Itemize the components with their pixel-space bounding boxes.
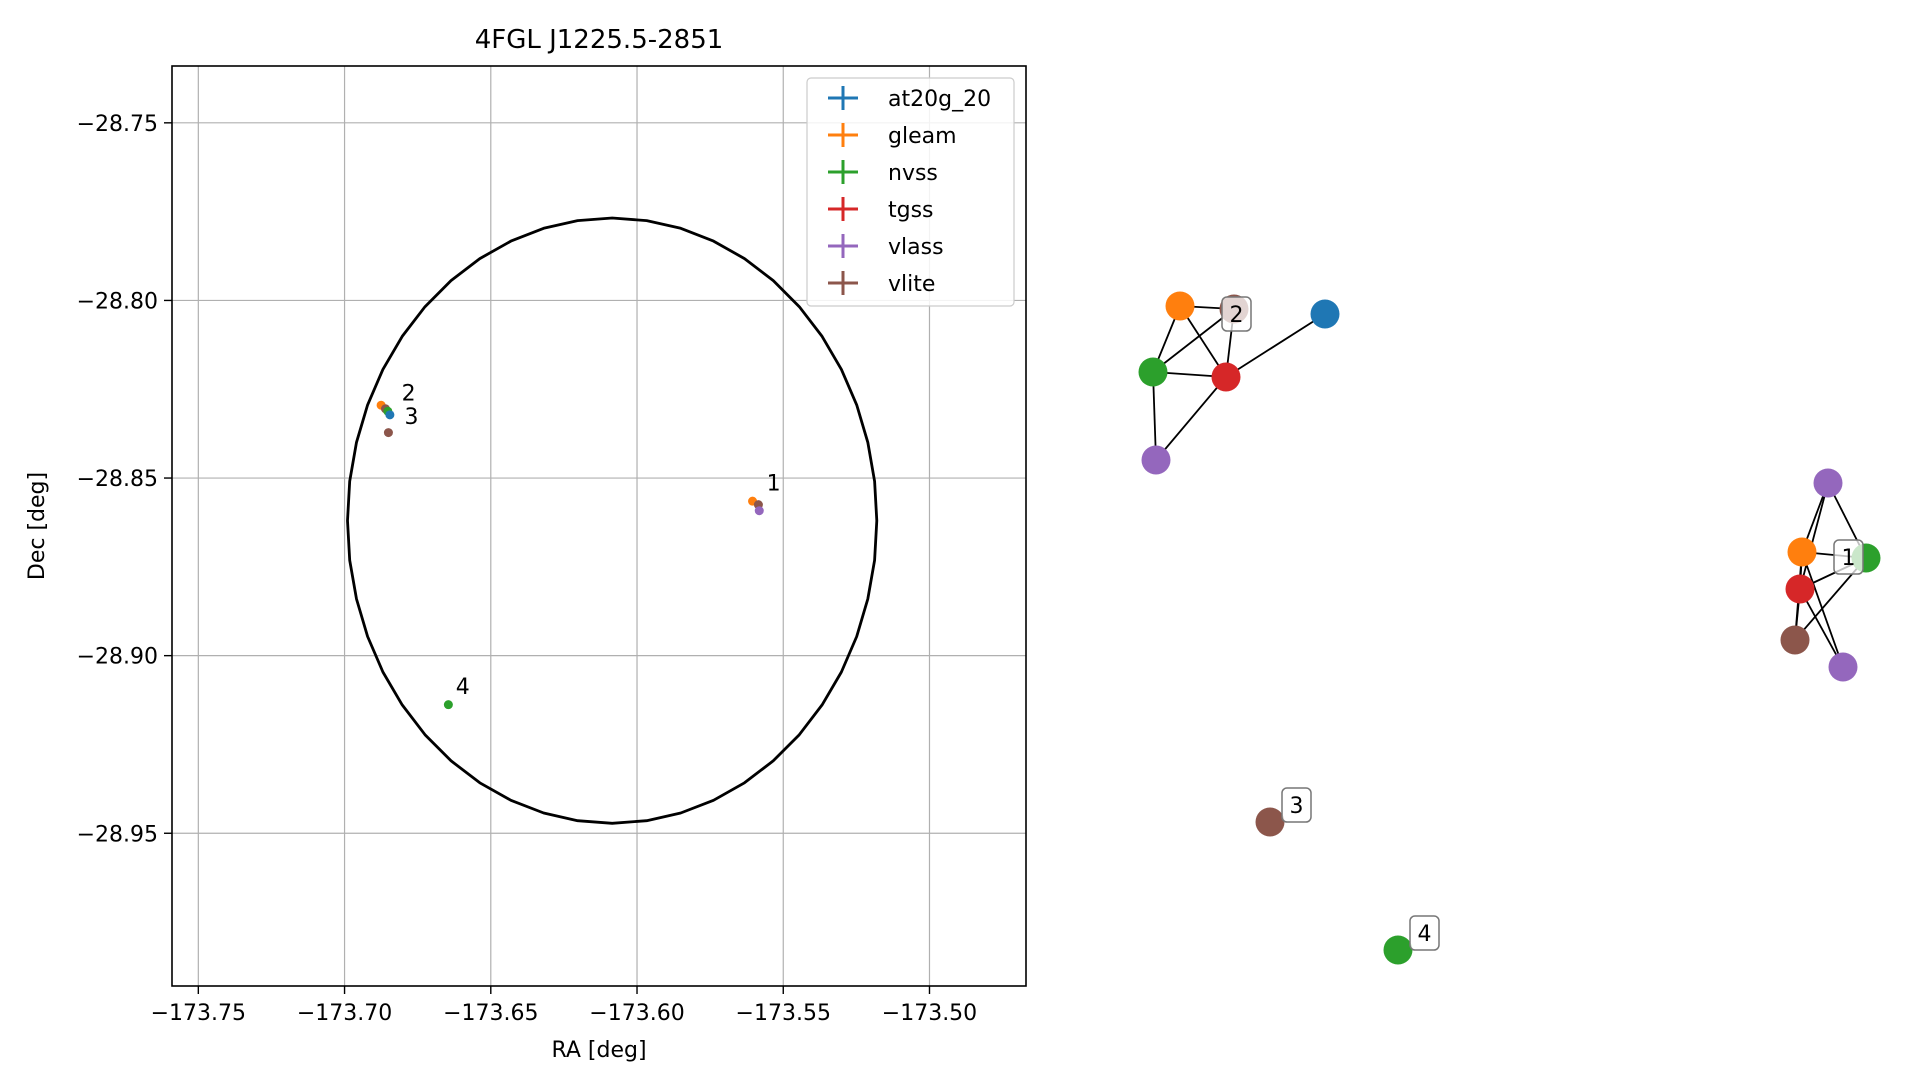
- network-edge: [1799, 588, 1844, 668]
- y-tick-label: −28.75: [77, 112, 158, 137]
- network-node-at20g_20: [1310, 299, 1340, 329]
- source-point-at20g_20: [385, 410, 395, 420]
- x-axis-label: RA [deg]: [551, 1038, 646, 1063]
- y-axis-ticks: −28.75 −28.80 −28.85 −28.90 −28.95: [77, 112, 172, 847]
- point-annotations: 1 23 4: [402, 382, 781, 700]
- legend-label: vlite: [888, 272, 935, 297]
- y-tick-label: −28.95: [77, 822, 158, 847]
- y-tick-label: −28.85: [77, 467, 158, 492]
- point-annotation: 3: [405, 405, 419, 430]
- network-label: 3: [1290, 794, 1304, 819]
- network-node-gleam: [1787, 537, 1817, 567]
- network-node-vlass: [1141, 445, 1171, 475]
- network-label: 4: [1418, 922, 1432, 947]
- network-edge: [1152, 308, 1235, 373]
- network-node-vlass: [1813, 468, 1843, 498]
- plot-frame: [171, 65, 1027, 987]
- network-label: 2: [1230, 303, 1244, 328]
- network-node-vlite: [1780, 625, 1810, 655]
- point-annotation: 1: [767, 471, 781, 496]
- network-node-tgss: [1785, 574, 1815, 604]
- source-point-vlite: [383, 428, 393, 438]
- x-tick-label: −173.70: [297, 1001, 392, 1026]
- point-annotation: 4: [456, 675, 470, 700]
- network-node-vlite: [1255, 807, 1285, 837]
- x-tick-label: −173.50: [882, 1001, 977, 1026]
- network-edge: [1152, 371, 1157, 461]
- legend-label: nvss: [888, 161, 938, 186]
- source-point-nvss: [443, 700, 453, 710]
- y-axis-label: Dec [deg]: [25, 472, 50, 580]
- legend-box: [806, 77, 1015, 307]
- crossmatch-network: 2 1 3 4: [1138, 291, 1881, 965]
- legend-label: vlass: [888, 235, 944, 260]
- network-node-vlass: [1828, 652, 1858, 682]
- x-axis-ticks: −173.75 −173.70 −173.65 −173.60 −173.55 −173.…: [151, 986, 977, 1026]
- grid-lines: [172, 66, 1026, 986]
- network-node-tgss: [1211, 362, 1241, 392]
- x-tick-label: −173.75: [151, 1001, 246, 1026]
- x-tick-label: −173.65: [443, 1001, 538, 1026]
- chart-title: 4FGL J1225.5-2851: [475, 25, 724, 55]
- network-label: 1: [1842, 546, 1856, 571]
- network-edge: [1155, 376, 1227, 461]
- source-point-vlass: [754, 506, 764, 516]
- legend-label: tgss: [888, 198, 934, 223]
- ellipse-outline: [346, 216, 879, 825]
- x-tick-label: −173.55: [736, 1001, 831, 1026]
- x-tick-label: −173.60: [589, 1001, 684, 1026]
- legend-label: at20g_20: [888, 87, 991, 112]
- network-edge: [1225, 313, 1326, 378]
- network-label-box: [1281, 787, 1312, 823]
- network-label-box: [1409, 915, 1440, 951]
- confidence-ellipse: [346, 216, 879, 825]
- legend-label: gleam: [888, 124, 957, 149]
- source-points: [376, 400, 764, 710]
- point-annotation: 2: [402, 382, 416, 407]
- network-labels: 2 1 3 4: [1221, 296, 1864, 951]
- network-label-box: [1221, 296, 1252, 332]
- network-label-box: [1833, 539, 1864, 575]
- network-node-nvss: [1138, 357, 1168, 387]
- y-tick-label: −28.90: [77, 645, 158, 670]
- network-node-nvss: [1383, 935, 1413, 965]
- y-tick-label: −28.80: [77, 289, 158, 314]
- network-node-gleam: [1165, 291, 1195, 321]
- network-edge: [1799, 482, 1829, 590]
